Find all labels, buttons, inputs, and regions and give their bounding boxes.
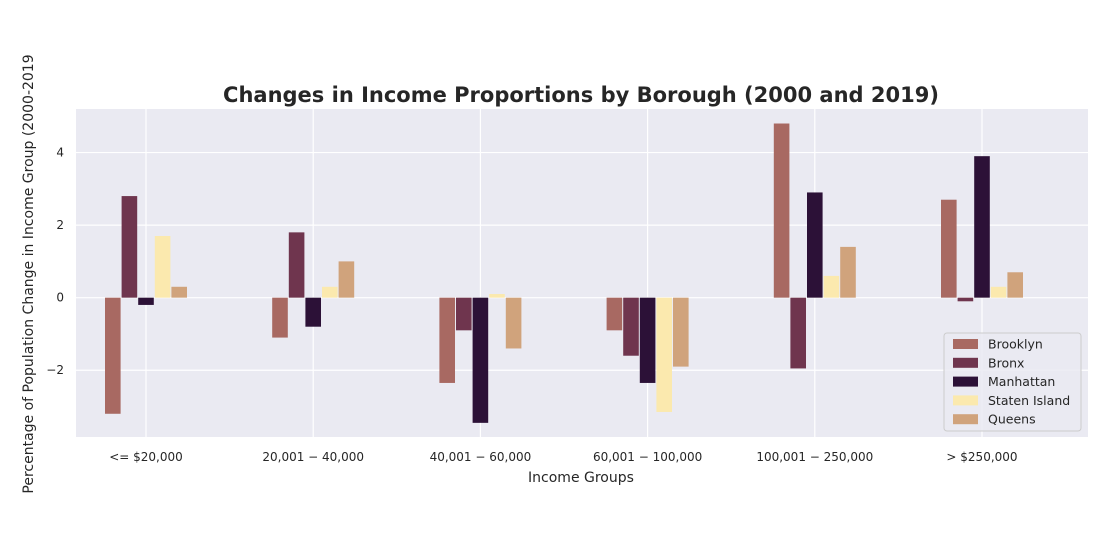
legend-swatch bbox=[953, 339, 978, 349]
legend-label: Bronx bbox=[988, 355, 1024, 370]
x-tick-label: 20,001 − 40,000 bbox=[262, 450, 364, 464]
legend: Brooklyn Bronx Manhattan Staten Island Queen… bbox=[943, 332, 1082, 432]
legend-label: Queens bbox=[988, 412, 1036, 427]
x-tick-label: 40,001 − 60,000 bbox=[430, 450, 532, 464]
chart-title: Changes in Income Proportions by Borough… bbox=[223, 83, 939, 107]
bar-bronx bbox=[288, 232, 305, 298]
bar-manhattan bbox=[138, 297, 154, 305]
bar-queens bbox=[840, 246, 856, 298]
bar-brooklyn bbox=[941, 199, 957, 298]
bar-manhattan bbox=[639, 297, 656, 383]
bar-staten-island bbox=[154, 235, 171, 298]
bar-queens bbox=[171, 286, 187, 298]
legend-label: Brooklyn bbox=[988, 337, 1043, 352]
grid-layer bbox=[76, 109, 1088, 437]
bar-manhattan bbox=[974, 156, 990, 298]
bar-queens bbox=[505, 297, 522, 349]
legend-label: Manhattan bbox=[988, 374, 1055, 389]
y-axis-label: Percentage of Population Change in Incom… bbox=[21, 54, 37, 493]
y-tick-label: −2 bbox=[46, 363, 64, 377]
bar-manhattan bbox=[305, 297, 321, 327]
bar-brooklyn bbox=[105, 297, 121, 414]
y-tick-label: 2 bbox=[56, 218, 64, 232]
bar-bronx bbox=[121, 196, 138, 298]
bar-brooklyn bbox=[606, 297, 623, 331]
bar-brooklyn bbox=[272, 297, 288, 338]
bar-staten-island bbox=[322, 286, 338, 298]
legend-label: Staten Island bbox=[988, 393, 1070, 408]
bar-staten-island bbox=[656, 297, 672, 412]
bar-staten-island bbox=[489, 294, 505, 298]
y-tick-label: 0 bbox=[56, 291, 64, 305]
legend-swatch bbox=[953, 414, 978, 425]
legend-swatch bbox=[953, 376, 978, 387]
ticks-layer: −2 0 2 4 <= $20,000 20,001 − 40,000 40,001 − 6… bbox=[46, 146, 1017, 464]
bar-queens bbox=[338, 261, 355, 298]
bar-bronx bbox=[957, 297, 974, 302]
bar-staten-island bbox=[823, 275, 840, 298]
bar-bronx bbox=[623, 297, 639, 356]
bar-brooklyn bbox=[439, 297, 455, 383]
legend-box bbox=[943, 332, 1082, 432]
x-tick-label: 60,001 − 100,000 bbox=[593, 450, 702, 464]
bar-brooklyn bbox=[773, 123, 790, 298]
bar-queens bbox=[673, 297, 689, 367]
bar-manhattan bbox=[807, 192, 823, 298]
bar-manhattan bbox=[472, 297, 489, 423]
bar-queens bbox=[1007, 272, 1023, 298]
bars-layer bbox=[105, 123, 1023, 423]
plot-background bbox=[76, 109, 1088, 437]
x-axis-label: Income Groups bbox=[528, 470, 634, 486]
bar-bronx bbox=[790, 297, 806, 369]
bar-bronx bbox=[456, 297, 472, 331]
x-tick-label: <= $20,000 bbox=[109, 450, 183, 464]
y-tick-label: 4 bbox=[56, 146, 64, 160]
legend-swatch bbox=[953, 395, 978, 406]
legend-swatch bbox=[953, 357, 978, 368]
x-tick-label: > $250,000 bbox=[946, 450, 1017, 464]
bar-staten-island bbox=[990, 286, 1007, 298]
x-tick-label: 100,001 − 250,000 bbox=[756, 450, 873, 464]
